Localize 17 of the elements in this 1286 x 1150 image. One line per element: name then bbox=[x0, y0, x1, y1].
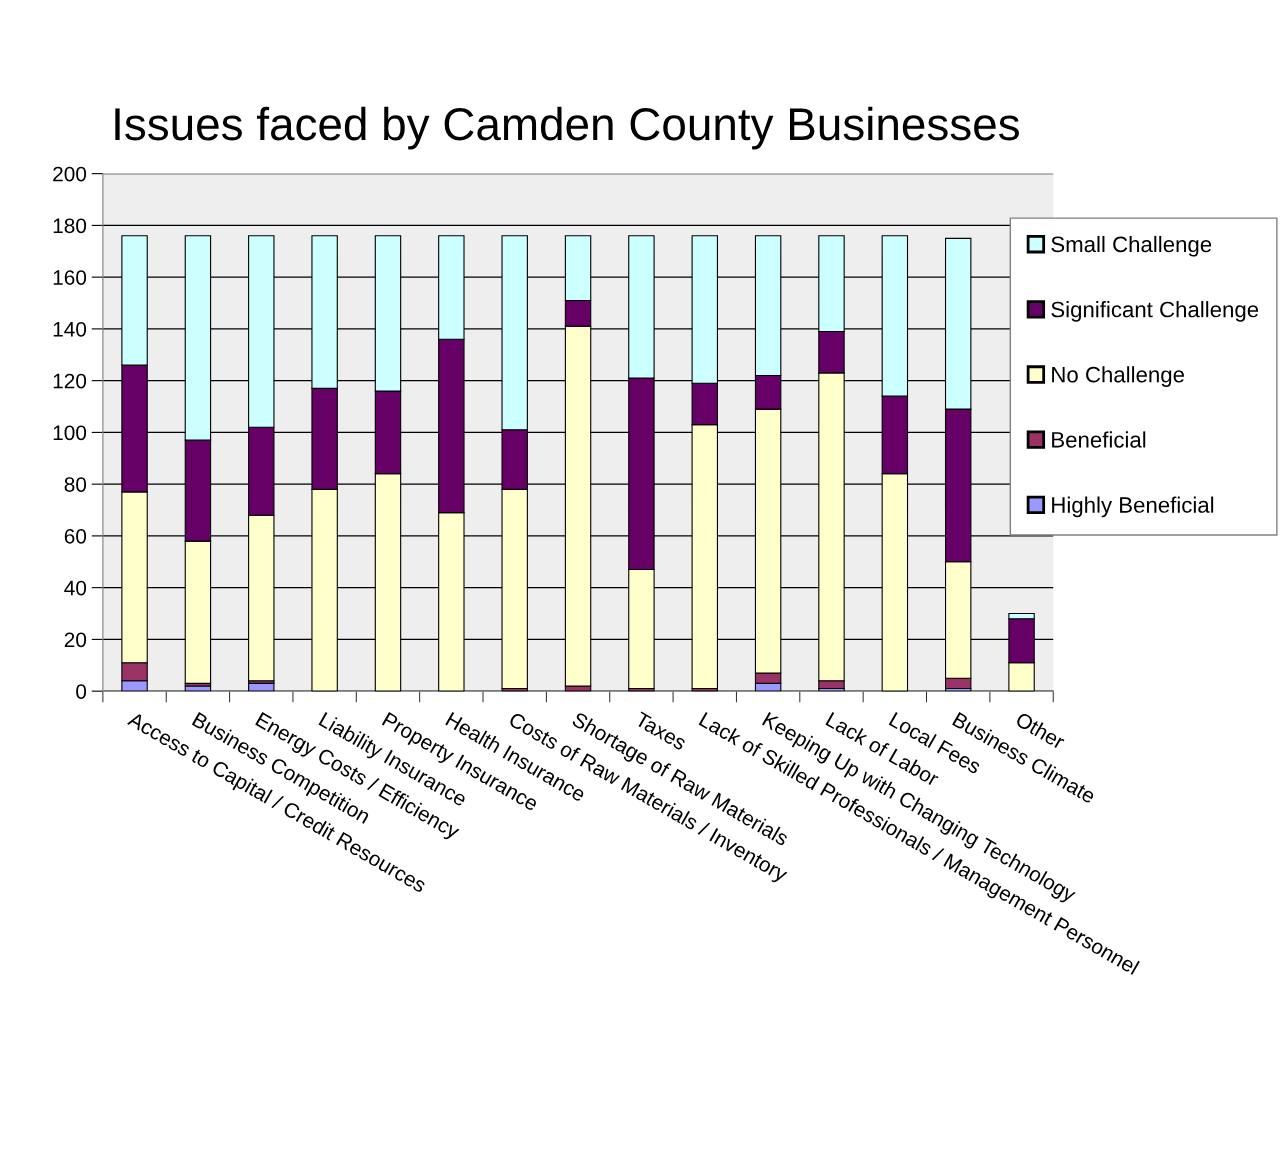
legend-label: Beneficial bbox=[1052, 431, 1146, 448]
chart-title: Issues faced by Camden County Businesses bbox=[115, 106, 1019, 150]
y-tick-label: 20 bbox=[64, 632, 87, 648]
y-tick-label: 160 bbox=[53, 270, 87, 285]
y-tick-label: 60 bbox=[64, 528, 87, 544]
y-tick-label: 100 bbox=[53, 425, 87, 441]
legend-label: No Challenge bbox=[1052, 366, 1184, 387]
legend-label: Highly Beneficial bbox=[1052, 496, 1214, 518]
legend-label: Significant Challenge bbox=[1051, 301, 1259, 322]
y-tick-label: 80 bbox=[64, 477, 87, 492]
legend-label: Small Challenge bbox=[1051, 235, 1212, 257]
y-tick-label: 0 bbox=[76, 684, 87, 699]
y-tick-label: 180 bbox=[53, 218, 87, 234]
y-tick-label: 200 bbox=[53, 166, 87, 182]
y-tick-label: 140 bbox=[53, 321, 87, 337]
y-tick-label: 120 bbox=[53, 373, 87, 389]
y-tick-label: 40 bbox=[64, 580, 87, 596]
